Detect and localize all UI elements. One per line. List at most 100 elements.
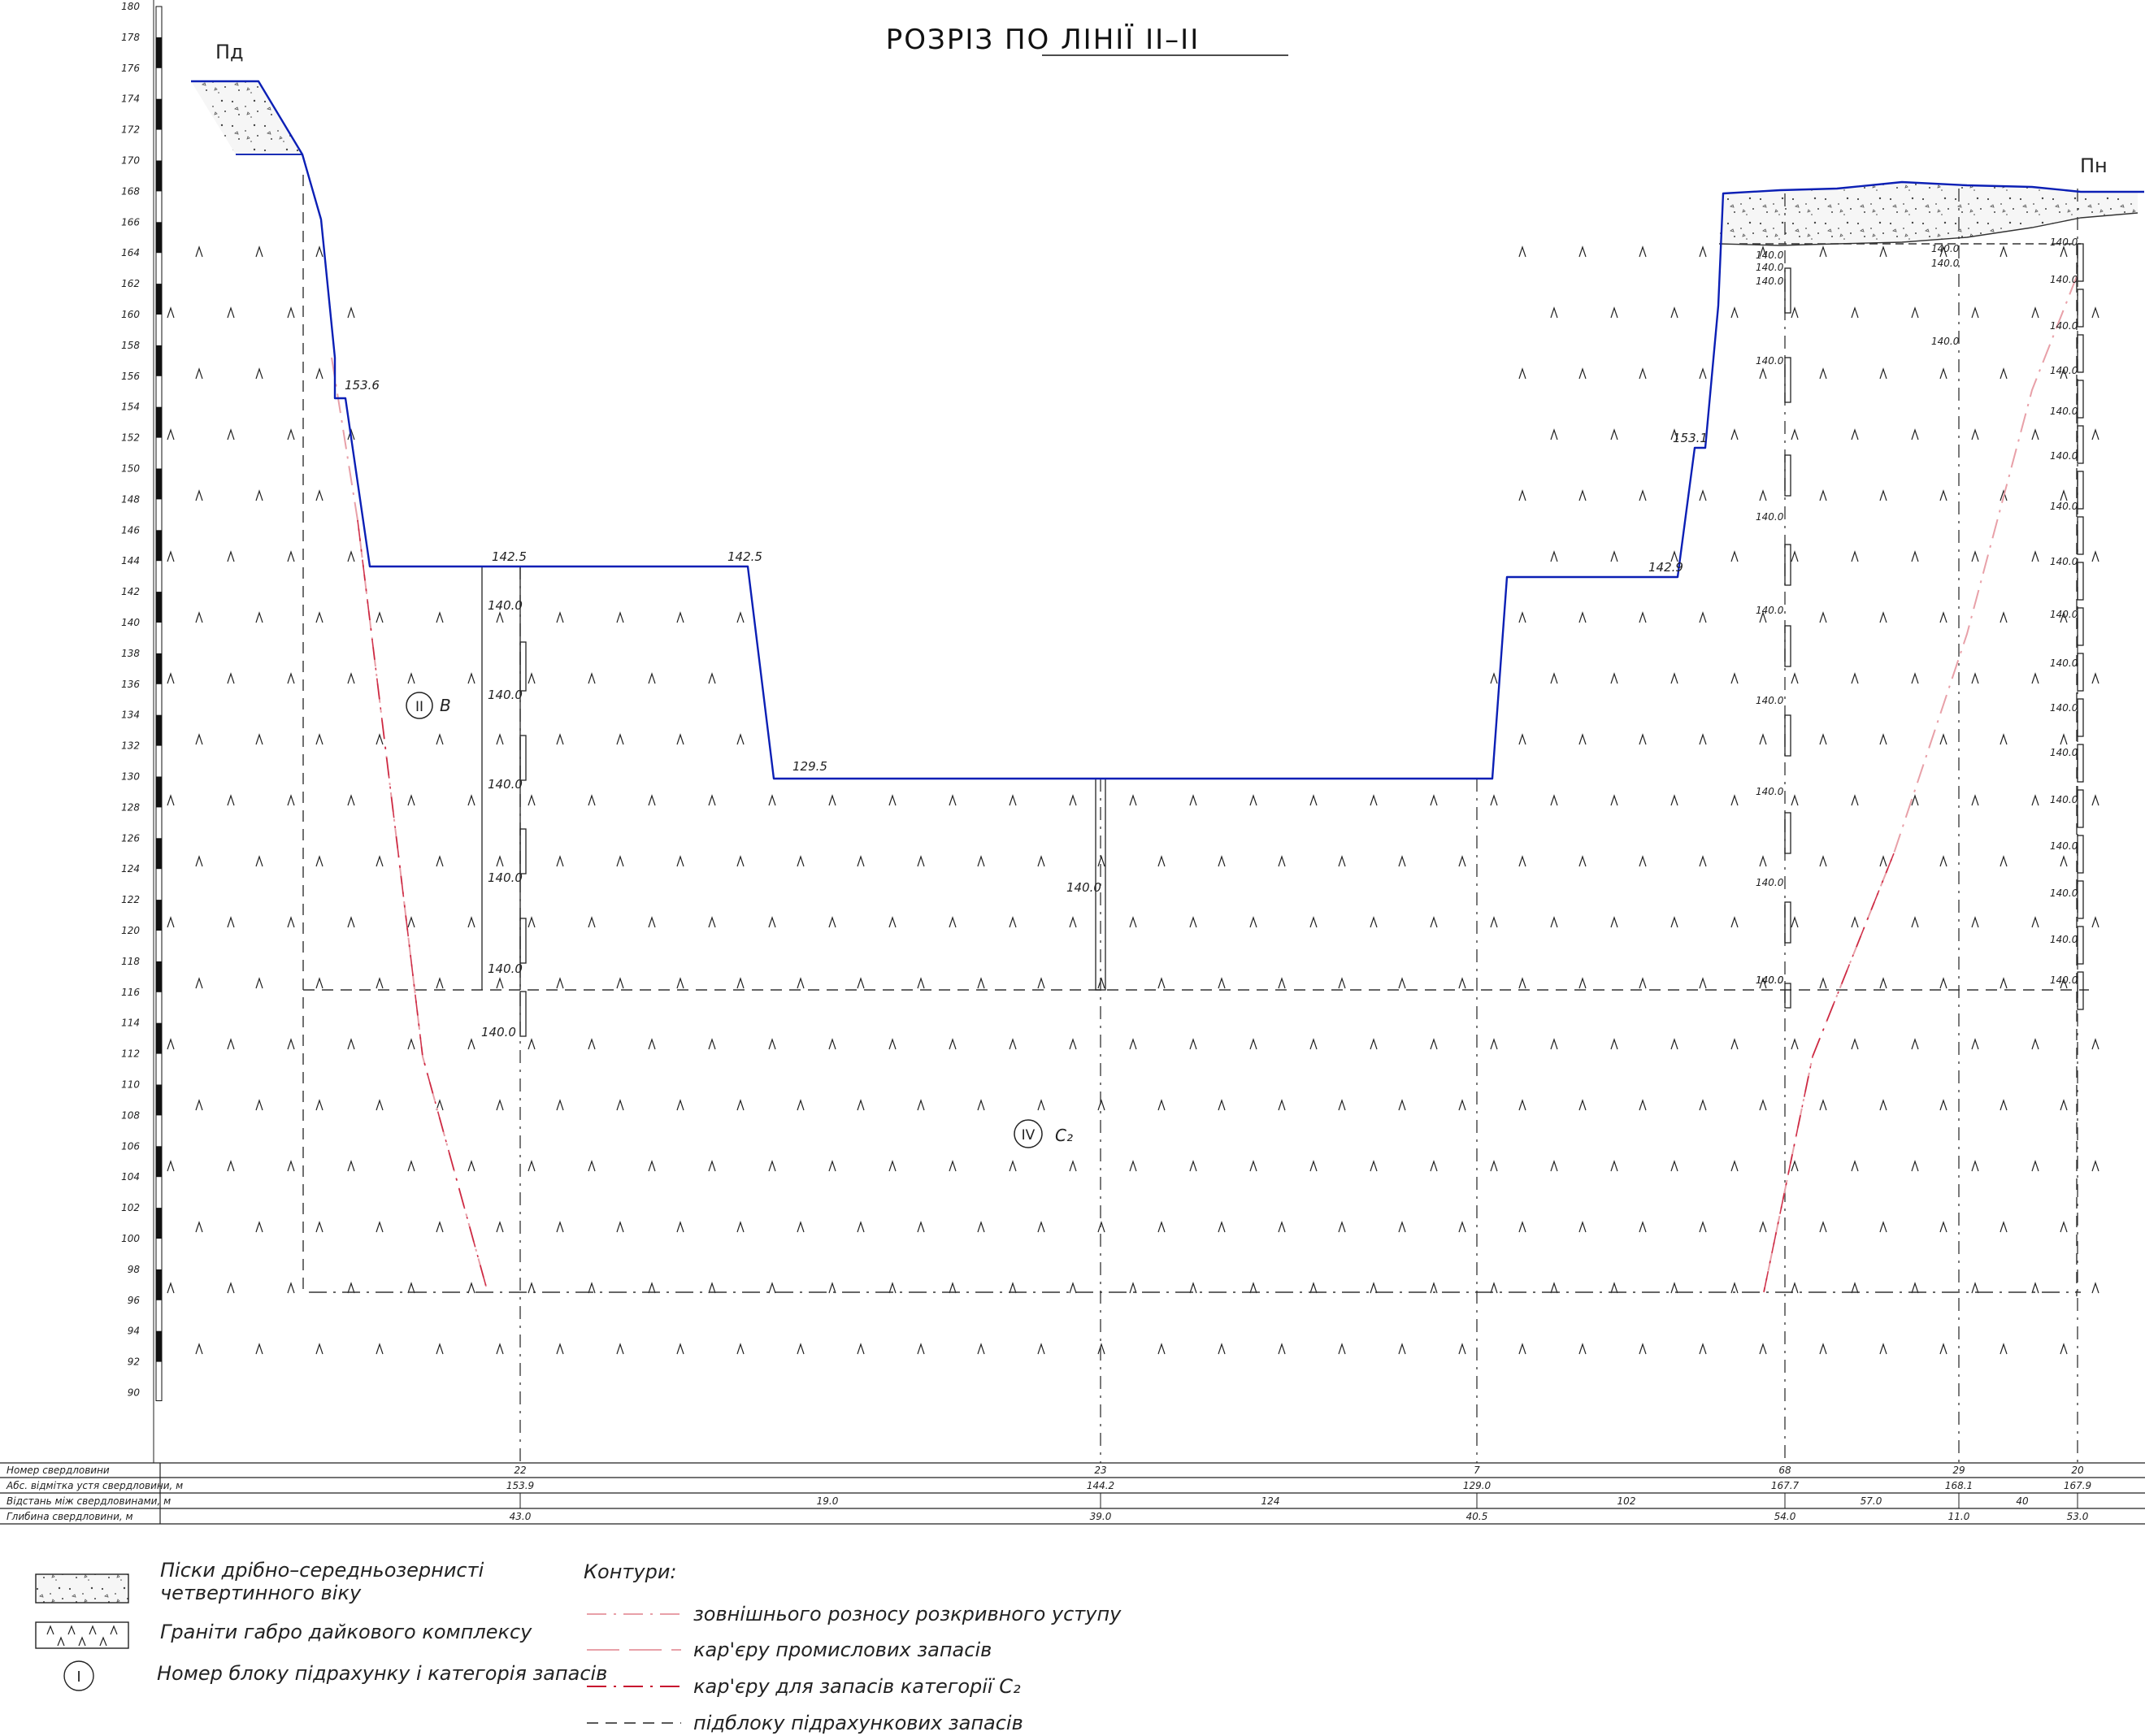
granite-mark <box>1518 245 1526 258</box>
borehole-number-cell: 20 <box>2071 1465 2084 1476</box>
legend-block-label: Номер блоку підрахунку і категорія запас… <box>157 1662 607 1685</box>
granite-texture <box>167 245 2099 1355</box>
sample-columns <box>481 243 2084 1037</box>
granite-mark <box>676 977 684 989</box>
granite-mark <box>2000 1099 2008 1111</box>
granite-mark <box>1699 977 1707 989</box>
granite-mark <box>1699 733 1707 745</box>
sample-value-label: 140.0 <box>2050 702 2078 714</box>
sample-interval <box>2077 789 2084 828</box>
granite-mark <box>1911 794 1919 806</box>
granite-mark <box>1670 1038 1678 1050</box>
sample-value-label: 140.0 <box>488 688 523 702</box>
granite-mark <box>1518 977 1526 989</box>
granite-mark <box>1069 1160 1077 1172</box>
scale-tick-label: 102 <box>121 1202 140 1213</box>
granite-mark <box>2031 1160 2039 1172</box>
granite-mark <box>227 1160 235 1172</box>
granite-mark <box>1971 1282 1979 1294</box>
granite-mark <box>1939 1099 1947 1111</box>
scale-bar-segment <box>156 714 162 746</box>
granite-mark <box>1430 1160 1438 1172</box>
granite-mark <box>648 916 656 928</box>
granite-mark <box>2060 1221 2068 1233</box>
scale-tick-label: 178 <box>121 32 140 43</box>
granite-mark <box>1699 1343 1707 1355</box>
granite-mark <box>1639 1343 1647 1355</box>
granite-mark <box>1097 1343 1105 1355</box>
granite-mark <box>2031 794 2039 806</box>
granite-mark <box>1037 1221 1045 1233</box>
granite-mark <box>1730 550 1739 562</box>
granite-mark <box>1518 489 1526 501</box>
sand-base-right <box>1718 212 2138 246</box>
granite-mark <box>1851 916 1859 928</box>
granite-mark <box>496 1099 504 1111</box>
granite-mark <box>1639 489 1647 501</box>
granite-mark <box>556 611 564 623</box>
granite-mark <box>2091 428 2099 441</box>
legend-contour-label: зовнішнього розносу розкривного уступу <box>693 1603 1122 1625</box>
granite-mark <box>1157 1221 1166 1233</box>
granite-mark <box>736 733 745 745</box>
granite-mark <box>1518 1221 1526 1233</box>
pit-contour <box>191 80 2144 780</box>
granite-mark <box>828 1282 836 1294</box>
scale-tick-label: 90 <box>128 1387 141 1399</box>
sample-value-label: 140.0 <box>1756 250 1784 261</box>
granite-mark <box>287 794 295 806</box>
granite-mark <box>195 611 203 623</box>
granite-mark <box>287 306 295 319</box>
granite-mark <box>1518 1099 1526 1111</box>
granite-mark <box>1879 489 1887 501</box>
granite-mark <box>556 1221 564 1233</box>
granite-mark <box>1097 1099 1105 1111</box>
scale-tick-label: 100 <box>121 1233 140 1244</box>
sample-value-label: 140.0 <box>1756 355 1784 367</box>
granite-mark <box>1430 916 1438 928</box>
sample-value-label: 140.0 <box>1756 605 1784 616</box>
granite-mark <box>167 1160 175 1172</box>
granite-mark <box>1759 1343 1767 1355</box>
granite-mark <box>255 1099 263 1111</box>
sample-interval <box>2077 880 2084 919</box>
granite-mark <box>1157 855 1166 867</box>
granite-mark <box>1791 306 1799 319</box>
granite-mark <box>949 916 957 928</box>
granite-mark <box>1939 855 1947 867</box>
sample-value-label: 140.0 <box>1756 511 1784 523</box>
granite-mark <box>648 1160 656 1172</box>
granite-mark <box>1550 672 1558 684</box>
scale-tick-label: 142 <box>121 586 140 597</box>
granite-mark <box>255 1221 263 1233</box>
granite-mark <box>676 1221 684 1233</box>
granite-mark <box>1458 1099 1466 1111</box>
table-row-label: Глибина свердловини, м <box>7 1511 133 1522</box>
granite-mark <box>1037 1099 1045 1111</box>
granite-mark <box>676 733 684 745</box>
granite-mark <box>1730 1038 1739 1050</box>
granite-mark <box>1730 794 1739 806</box>
granite-mark <box>1791 1038 1799 1050</box>
granite-mark <box>2060 367 2068 380</box>
granite-mark <box>1218 1221 1226 1233</box>
granite-mark <box>1971 306 1979 319</box>
sample-value-label: 140.0 <box>1756 695 1784 706</box>
contour-c2-right <box>1763 853 1895 1293</box>
sample-value-label: 140.0 <box>1931 243 1960 254</box>
borehole-elevation-cell: 153.9 <box>506 1480 534 1491</box>
granite-mark <box>2060 1343 2068 1355</box>
granite-mark <box>917 1343 925 1355</box>
granite-mark <box>1069 1282 1077 1294</box>
granite-mark <box>1218 1099 1226 1111</box>
sample-interval <box>2077 334 2084 373</box>
granite-mark <box>768 1038 776 1050</box>
table-row-label: Відстань між свердловинами, м <box>7 1495 171 1507</box>
granite-mark <box>195 1099 203 1111</box>
elevation-label: 129.5 <box>792 759 827 774</box>
granite-mark <box>315 855 323 867</box>
granite-mark <box>917 855 925 867</box>
scale-tick-label: 110 <box>121 1079 140 1091</box>
granite-mark <box>255 367 263 380</box>
granite-mark <box>195 245 203 258</box>
